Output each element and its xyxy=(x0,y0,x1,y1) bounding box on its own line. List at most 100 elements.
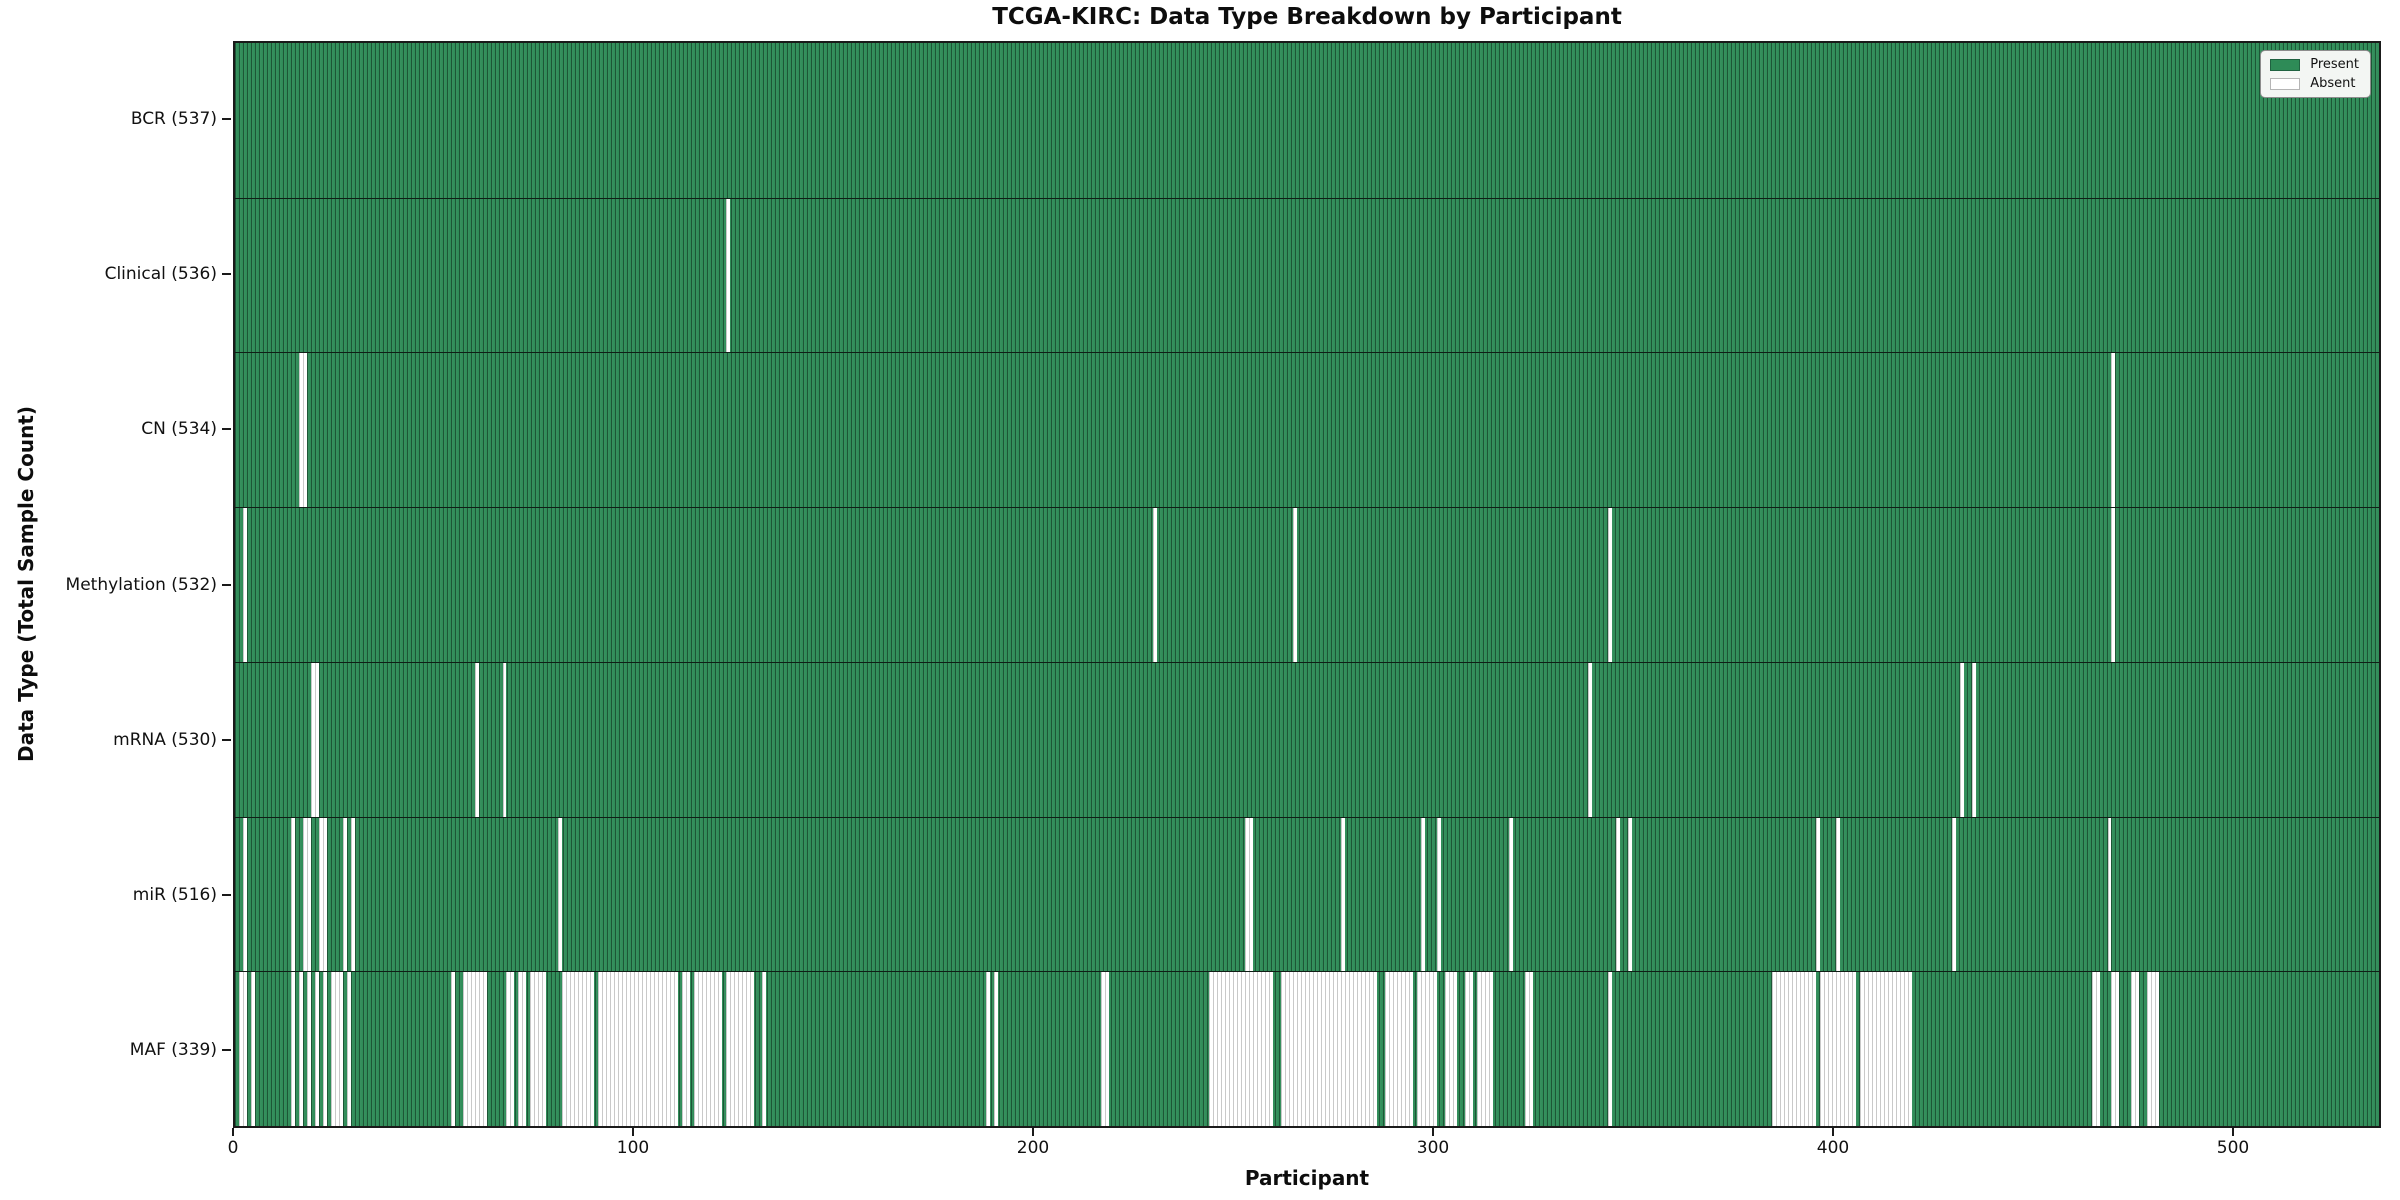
absent-gap xyxy=(306,972,311,1126)
y-tick-mark xyxy=(222,583,231,586)
absent-gap xyxy=(1588,662,1593,817)
absent-gap xyxy=(518,972,527,1126)
x-tick-label: 100 xyxy=(616,1138,650,1158)
y-tick-mark xyxy=(222,428,231,431)
absent-gap xyxy=(726,198,731,353)
x-tick-label: 200 xyxy=(1016,1138,1050,1158)
absent-gap xyxy=(985,972,990,1126)
presence-row-MAF xyxy=(235,971,2379,1126)
absent-gap xyxy=(1608,972,1613,1126)
legend-swatch-absent-icon xyxy=(2270,77,2301,90)
absent-gap xyxy=(1608,508,1613,662)
y-axis: BCR (537) Clinical (536) CN (534) Methylati… xyxy=(0,41,233,1128)
x-tick-mark xyxy=(632,1128,634,1136)
absent-gap xyxy=(1464,972,1473,1126)
absent-gap xyxy=(1384,972,1413,1126)
absent-gap xyxy=(506,972,515,1126)
y-tick-mark xyxy=(222,1049,231,1052)
absent-gap xyxy=(1293,508,1297,662)
absent-gap xyxy=(562,972,595,1126)
absent-gap xyxy=(2147,972,2160,1126)
absent-gap xyxy=(318,817,327,972)
presence-row-BCR xyxy=(235,43,2379,198)
absent-gap xyxy=(502,662,507,817)
absent-gap xyxy=(1859,972,1912,1126)
absent-gap xyxy=(1436,817,1441,972)
y-tick-mark xyxy=(222,894,231,897)
absent-gap xyxy=(302,817,311,972)
absent-gap xyxy=(530,972,547,1126)
absent-gap xyxy=(1340,817,1345,972)
legend-label-absent: Absent xyxy=(2310,76,2356,91)
y-tick-label-miR: miR (516) xyxy=(132,885,217,906)
absent-gap xyxy=(1101,972,1110,1126)
absent-gap xyxy=(1524,972,1533,1126)
absent-gap xyxy=(346,972,351,1126)
absent-gap xyxy=(2131,972,2140,1126)
absent-gap xyxy=(350,817,355,972)
absent-gap xyxy=(1836,817,1840,972)
absent-gap xyxy=(694,972,723,1126)
absent-gap xyxy=(310,662,319,817)
presence-row-miR xyxy=(235,816,2379,972)
presence-row-CN xyxy=(235,352,2379,508)
legend-label-present: Present xyxy=(2310,57,2359,72)
absent-gap xyxy=(1616,817,1621,972)
x-tick-label: 500 xyxy=(2216,1138,2250,1158)
absent-gap xyxy=(2111,508,2116,662)
absent-gap xyxy=(298,353,307,508)
absent-gap xyxy=(2111,353,2116,508)
absent-gap xyxy=(1444,972,1457,1126)
absent-gap xyxy=(1416,972,1437,1126)
presence-row-Clinical xyxy=(235,197,2379,353)
plot-area: Present Absent xyxy=(233,41,2381,1128)
x-axis-label: Participant xyxy=(1244,1166,1370,1190)
absent-gap xyxy=(2091,972,2100,1126)
absent-gap xyxy=(250,972,255,1126)
absent-gap xyxy=(1959,662,1964,817)
absent-gap xyxy=(322,972,327,1126)
presence-row-Methylation xyxy=(235,507,2379,662)
legend: Present Absent xyxy=(2260,50,2371,98)
x-tick-label: 0 xyxy=(227,1138,239,1158)
absent-gap xyxy=(238,972,247,1126)
present-bars xyxy=(235,662,2379,817)
absent-gap xyxy=(1951,817,1956,972)
x-tick-mark xyxy=(232,1128,234,1136)
absent-gap xyxy=(1971,662,1976,817)
absent-gap xyxy=(1820,972,1856,1126)
legend-entry-present: Present xyxy=(2270,58,2359,71)
legend-entry-absent: Absent xyxy=(2270,77,2359,90)
present-bars xyxy=(235,198,2379,353)
y-tick-label-CN: CN (534) xyxy=(141,419,217,440)
y-tick-label-BCR: BCR (537) xyxy=(130,108,217,129)
x-tick-label: 300 xyxy=(1416,1138,1450,1158)
absent-gap xyxy=(298,972,303,1126)
absent-gap xyxy=(1209,972,1274,1126)
x-axis: 0 100 200 300 400 500 xyxy=(228,1128,2381,1174)
absent-gap xyxy=(726,972,755,1126)
x-tick-label: 400 xyxy=(1816,1138,1850,1158)
absent-gap xyxy=(290,817,295,972)
absent-gap xyxy=(598,972,679,1126)
absent-gap xyxy=(242,508,247,662)
absent-gap xyxy=(2107,817,2112,972)
absent-gap xyxy=(1816,817,1821,972)
absent-gap xyxy=(290,972,295,1126)
absent-gap xyxy=(1628,817,1633,972)
absent-gap xyxy=(242,817,247,972)
y-tick-label-MAF: MAF (339) xyxy=(129,1040,217,1061)
absent-gap xyxy=(1245,817,1254,972)
legend-swatch-present-icon xyxy=(2270,58,2301,71)
chart-title: TCGA-KIRC: Data Type Breakdown by Partic… xyxy=(992,4,1622,30)
absent-gap xyxy=(342,817,347,972)
absent-gap xyxy=(474,662,479,817)
absent-gap xyxy=(1281,972,1377,1126)
absent-gap xyxy=(993,972,998,1126)
x-tick-mark xyxy=(1432,1128,1434,1136)
x-tick-mark xyxy=(2232,1128,2234,1136)
absent-gap xyxy=(1420,817,1425,972)
present-bars xyxy=(235,817,2379,972)
y-tick-label-Methylation: Methylation (532) xyxy=(65,574,217,595)
presence-row-mRNA xyxy=(235,661,2379,817)
